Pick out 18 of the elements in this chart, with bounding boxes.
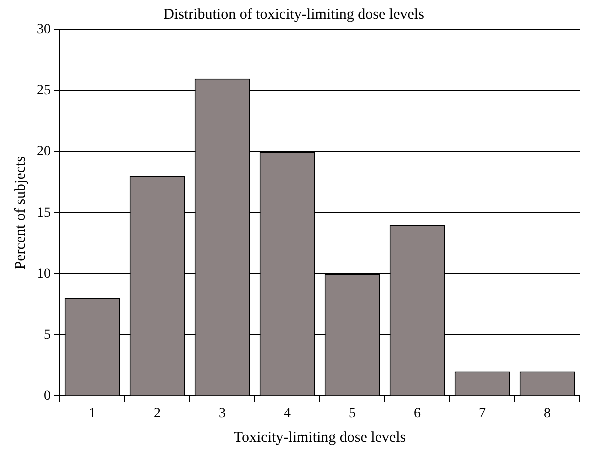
y-tick-label: 25 [37, 84, 51, 99]
x-tick-label: 5 [349, 406, 356, 422]
x-tick-label: 6 [414, 406, 421, 422]
x-tick-label: 3 [219, 406, 226, 422]
chart-title: Distribution of toxicity-limiting dose levels [164, 6, 425, 23]
y-tick-label: 30 [37, 22, 51, 38]
x-tick-label: 4 [284, 406, 291, 422]
x-tick-label: 7 [479, 406, 486, 422]
x-tick-label: 2 [154, 406, 161, 422]
x-tick-label: 1 [89, 406, 96, 422]
y-axis-title: Percent of subjects [12, 156, 29, 270]
y-tick-label: 15 [37, 206, 51, 221]
y-tick-label: 0 [44, 388, 51, 404]
y-tick-label: 5 [44, 328, 51, 343]
x-axis-title: Toxicity-limiting dose levels [234, 430, 406, 446]
x-tick-label: 8 [544, 406, 551, 422]
y-tick-label: 20 [37, 144, 51, 160]
y-tick-label: 10 [37, 266, 51, 282]
